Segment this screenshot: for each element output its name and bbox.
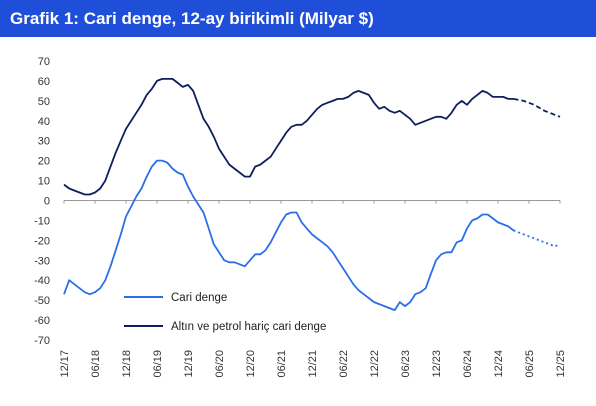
x-tick-label: 06/20 <box>214 350 226 378</box>
y-tick-label: 50 <box>38 96 50 108</box>
x-tick-label: 12/19 <box>183 350 195 378</box>
x-tick-label: 12/17 <box>59 350 71 378</box>
y-tick-label: 0 <box>44 196 50 208</box>
y-tick-label: 10 <box>38 176 50 188</box>
x-tick-label: 06/21 <box>276 350 288 378</box>
y-tick-label: -20 <box>34 235 50 247</box>
y-tick-label: -70 <box>34 335 50 347</box>
y-tick-label: -60 <box>34 315 50 327</box>
y-tick-label: 20 <box>38 156 50 168</box>
x-tick-label: 06/22 <box>338 350 350 378</box>
x-tick-label: 06/25 <box>524 350 536 378</box>
series-line-1 <box>63 159 515 311</box>
y-tick-label: -50 <box>34 295 50 307</box>
x-tick-label: 06/23 <box>400 350 412 378</box>
x-tick-label: 06/24 <box>462 350 474 378</box>
x-axis-ticks: 12/17 06/18 12/18 06/19 12/19 06/20 12/20 06/21… <box>59 200 567 378</box>
series-line-2 <box>63 78 514 196</box>
y-axis-ticks: 70 60 50 40 30 20 10 0 -10 -20 -30 -40 -50 -60 -70 <box>34 56 50 347</box>
x-tick-label: 12/21 <box>307 350 319 378</box>
x-tick-label: 12/18 <box>121 350 133 378</box>
y-tick-label: 70 <box>38 56 50 68</box>
y-tick-label: 60 <box>38 76 50 88</box>
series-forecast-1 <box>513 229 561 248</box>
y-tick-label: -30 <box>34 255 50 267</box>
legend-label-1: Cari denge <box>171 292 227 304</box>
y-tick-label: -10 <box>34 215 50 227</box>
x-tick-label: 12/24 <box>493 350 505 378</box>
x-tick-label: 12/23 <box>431 350 443 378</box>
y-tick-label: 40 <box>38 116 50 128</box>
x-tick-label: 06/19 <box>152 350 164 378</box>
legend: Cari denge Altın ve petrol hariç cari den… <box>124 292 326 333</box>
x-tick-label: 06/18 <box>90 350 102 378</box>
chart-title: Grafik 1: Cari denge, 12-ay birikimli (M… <box>0 0 596 37</box>
series-layer <box>63 78 561 311</box>
y-tick-label: -40 <box>34 275 50 287</box>
legend-label-2: Altın ve petrol hariç cari denge <box>171 321 326 333</box>
x-tick-label: 12/25 <box>555 350 567 378</box>
series-forecast-2 <box>513 98 561 118</box>
x-tick-label: 12/22 <box>369 350 381 378</box>
y-tick-label: 30 <box>38 136 50 148</box>
x-tick-label: 12/20 <box>245 350 257 378</box>
